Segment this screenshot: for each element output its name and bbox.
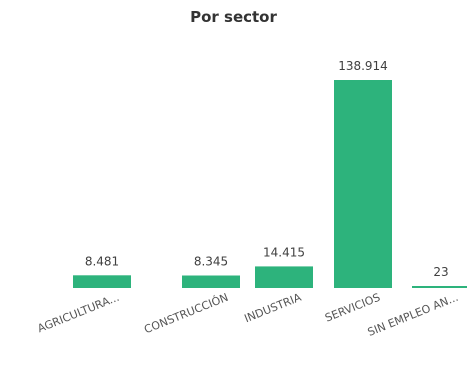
x-tick-label-1: CONSTRUCCIÓN [142,291,230,337]
data-label-3: 138.914 [338,59,388,73]
data-label-2: 14.415 [263,245,305,259]
data-label-4: 23 [433,265,448,279]
bar-3[interactable] [334,80,392,288]
data-label-1: 8.345 [194,255,228,269]
data-label-0: 8.481 [85,254,119,268]
bar-1[interactable] [182,275,240,288]
bar-0[interactable] [73,275,131,288]
bar-4[interactable] [412,286,467,288]
bar-2[interactable] [255,266,313,288]
x-tick-label-2: INDUSTRIA [243,291,304,326]
chart-title: Por sector [190,8,277,26]
x-tick-label-3: SERVICIOS [323,291,382,325]
x-tick-label-0: AGRICULTURA... [36,291,121,336]
